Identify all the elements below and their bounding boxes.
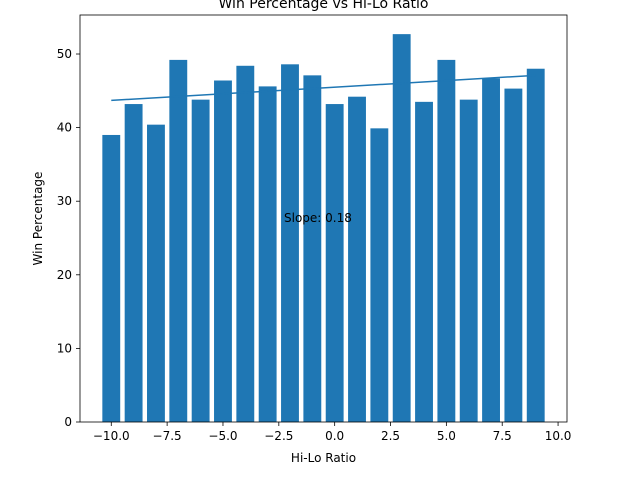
y-tick-label: 40 — [57, 121, 72, 135]
x-tick-label: 2.5 — [381, 429, 400, 443]
plot-frame — [79, 14, 568, 423]
bar--10 — [102, 134, 121, 422]
y-axis-label: Win Percentage — [31, 172, 45, 266]
bar-5 — [437, 59, 456, 423]
x-tick-label: −5.0 — [208, 429, 237, 443]
bars-group — [102, 34, 545, 423]
x-axis-label: Hi-Lo Ratio — [291, 451, 356, 465]
bar-3 — [392, 34, 411, 423]
bar--2 — [281, 64, 299, 422]
trendline — [111, 74, 536, 102]
x-tick-label: −10.0 — [93, 429, 130, 443]
bar--3 — [258, 86, 277, 422]
bar-7 — [482, 78, 500, 423]
bar--1 — [303, 75, 322, 422]
x-tick-label: 5.0 — [437, 429, 456, 443]
y-axis-ticks: 0 10 20 30 40 50 — [57, 47, 80, 429]
bar--5 — [214, 80, 232, 422]
y-tick-label: 20 — [57, 268, 72, 282]
y-tick-label: 50 — [57, 47, 72, 61]
bar-1 — [348, 96, 366, 422]
bar--8 — [147, 124, 165, 423]
bar-8 — [504, 88, 523, 422]
bar--9 — [124, 104, 143, 422]
bar-6 — [459, 99, 478, 422]
bar-4 — [415, 101, 433, 423]
chart-title: Win Percentage vs Hi-Lo Ratio — [219, 0, 429, 12]
x-tick-label: 10.0 — [545, 429, 572, 443]
x-tick-label: −2.5 — [264, 429, 293, 443]
bar-0 — [325, 104, 344, 422]
bar--4 — [236, 65, 255, 422]
x-axis-ticks: −10.0 −7.5 −5.0 −2.5 0.0 2.5 5.0 7.5 10.0 — [93, 422, 572, 443]
bar--6 — [191, 99, 210, 422]
x-tick-label: 0.0 — [325, 429, 344, 443]
slope-annotation: Slope: 0.18 — [284, 211, 352, 225]
y-tick-label: 30 — [57, 194, 72, 208]
bar-9 — [526, 68, 545, 423]
bar--7 — [169, 59, 188, 423]
x-tick-label: 7.5 — [493, 429, 512, 443]
bar-2 — [370, 128, 389, 422]
y-tick-label: 10 — [57, 341, 72, 355]
x-tick-label: −7.5 — [153, 429, 182, 443]
y-tick-label: 0 — [64, 415, 72, 429]
